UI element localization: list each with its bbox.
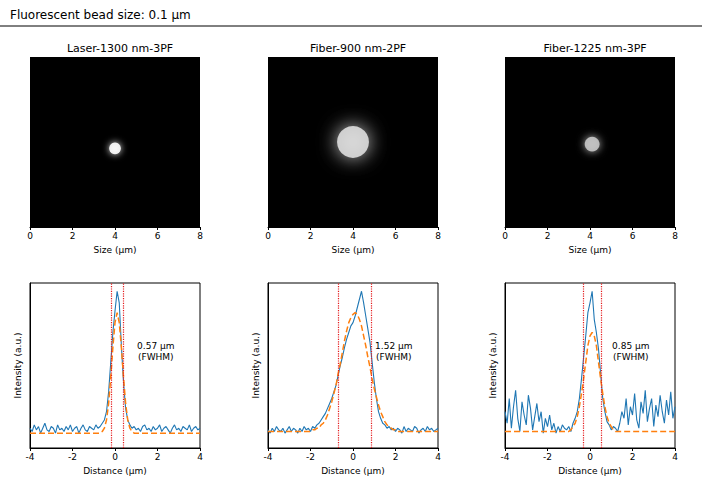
svg-text:0: 0 xyxy=(587,452,593,462)
svg-text:Fluorescent bead size: 0.1 µm: Fluorescent bead size: 0.1 µm xyxy=(10,8,191,22)
svg-text:(FWHM): (FWHM) xyxy=(376,352,412,362)
svg-text:0.57 µm: 0.57 µm xyxy=(137,341,174,351)
svg-text:4: 4 xyxy=(112,231,118,241)
svg-text:(FWHM): (FWHM) xyxy=(138,352,174,362)
svg-text:4: 4 xyxy=(435,452,441,462)
svg-text:Intensity (a.u.): Intensity (a.u.) xyxy=(488,333,498,399)
svg-text:0: 0 xyxy=(27,231,33,241)
svg-text:2: 2 xyxy=(308,231,314,241)
svg-text:4: 4 xyxy=(350,231,356,241)
svg-text:Fiber-1225 nm-3PF: Fiber-1225 nm-3PF xyxy=(543,42,646,55)
svg-text:-2: -2 xyxy=(543,452,552,462)
svg-text:2: 2 xyxy=(545,231,551,241)
svg-text:0: 0 xyxy=(112,452,118,462)
svg-text:Intensity (a.u.): Intensity (a.u.) xyxy=(13,333,23,399)
svg-text:Intensity (a.u.): Intensity (a.u.) xyxy=(251,333,261,399)
svg-text:2: 2 xyxy=(70,231,76,241)
svg-text:(FWHM): (FWHM) xyxy=(613,352,649,362)
svg-text:8: 8 xyxy=(197,231,203,241)
svg-text:0.85 µm: 0.85 µm xyxy=(612,341,649,351)
svg-text:2: 2 xyxy=(155,452,161,462)
svg-text:2: 2 xyxy=(630,452,636,462)
svg-text:Distance (µm): Distance (µm) xyxy=(83,466,147,476)
svg-text:Laser-1300 nm-3PF: Laser-1300 nm-3PF xyxy=(67,42,173,55)
svg-text:Distance (µm): Distance (µm) xyxy=(321,466,385,476)
svg-text:Size (µm): Size (µm) xyxy=(94,245,137,255)
svg-text:Size (µm): Size (µm) xyxy=(332,245,375,255)
svg-text:-4: -4 xyxy=(264,452,273,462)
svg-text:0: 0 xyxy=(502,231,508,241)
svg-text:8: 8 xyxy=(672,231,678,241)
svg-text:4: 4 xyxy=(672,452,678,462)
svg-text:6: 6 xyxy=(630,231,636,241)
svg-text:6: 6 xyxy=(393,231,399,241)
svg-text:8: 8 xyxy=(435,231,441,241)
svg-text:0: 0 xyxy=(265,231,271,241)
svg-text:Size (µm): Size (µm) xyxy=(569,245,612,255)
svg-text:-4: -4 xyxy=(501,452,510,462)
svg-text:Fiber-900 nm-2PF: Fiber-900 nm-2PF xyxy=(310,42,406,55)
svg-text:6: 6 xyxy=(155,231,161,241)
svg-text:-4: -4 xyxy=(26,452,35,462)
svg-text:0: 0 xyxy=(350,452,356,462)
svg-text:-2: -2 xyxy=(68,452,77,462)
svg-text:2: 2 xyxy=(393,452,399,462)
svg-text:Distance (µm): Distance (µm) xyxy=(558,466,622,476)
svg-text:4: 4 xyxy=(197,452,203,462)
svg-text:4: 4 xyxy=(587,231,593,241)
svg-text:-2: -2 xyxy=(306,452,315,462)
svg-text:1.52 µm: 1.52 µm xyxy=(375,341,412,351)
